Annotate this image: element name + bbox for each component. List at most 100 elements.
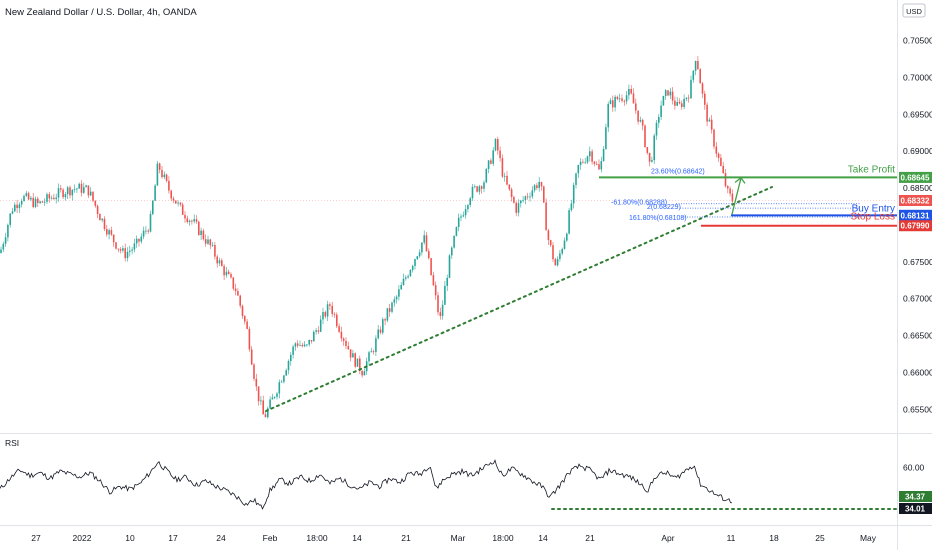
time-tick: Mar: [451, 533, 466, 543]
candle-body: [490, 160, 492, 164]
fib-label-minus-61-8: -61.80%(0.68288): [611, 200, 667, 207]
candle-body: [559, 253, 561, 259]
candle-body: [62, 189, 64, 198]
rsi-line: [0, 459, 733, 510]
candle-body: [184, 214, 186, 219]
candle-body: [39, 201, 41, 204]
candle-body: [651, 160, 653, 162]
candle-body: [635, 103, 637, 111]
candle-body: [273, 396, 276, 398]
candle-body: [418, 252, 421, 257]
candle-body: [112, 234, 115, 243]
candle-body: [285, 370, 287, 376]
stop-loss-label: Stop Loss: [851, 212, 895, 223]
candle-body: [699, 69, 701, 84]
candle-body: [211, 244, 214, 246]
candle-body: [37, 198, 39, 204]
candle-body: [492, 150, 494, 164]
candle-body: [310, 339, 313, 342]
candle-body: [50, 197, 53, 199]
candle-body: [129, 250, 131, 252]
candle-body: [57, 188, 60, 198]
candle-body: [683, 98, 685, 107]
candle-body: [89, 191, 92, 196]
candle-body: [644, 125, 646, 148]
candle-body: [690, 79, 692, 99]
candle-body: [720, 157, 722, 166]
candle-body: [384, 319, 386, 321]
candle-body: [257, 386, 260, 402]
candle-body: [510, 189, 513, 197]
candle-body: [239, 295, 241, 306]
price-tick: 0.66500: [903, 331, 932, 341]
candle-body: [540, 181, 543, 187]
projection-arrow[interactable]: [731, 176, 746, 215]
price-tick: 0.70000: [903, 72, 932, 82]
candle-body: [4, 237, 7, 244]
price-tick: 0.70500: [903, 36, 932, 46]
price-tick: 0.68500: [903, 183, 932, 193]
candle-body: [731, 193, 734, 202]
candle-body: [30, 197, 32, 200]
candle-body: [230, 274, 232, 278]
candle-body: [612, 100, 614, 108]
candle-body: [681, 103, 683, 107]
candle-body: [414, 259, 416, 267]
candle-body: [108, 230, 110, 235]
candle-body: [579, 161, 582, 165]
rsi-upper-badge-value: 34.37: [905, 493, 926, 502]
candle-body: [618, 98, 621, 100]
candle-body: [175, 200, 177, 204]
candle-body: [278, 382, 281, 394]
candle-body: [232, 277, 235, 289]
candle-body: [526, 196, 529, 198]
candle-body: [474, 186, 476, 188]
candle-body: [317, 330, 320, 332]
support-trendline[interactable]: [265, 186, 773, 412]
candle-body: [621, 98, 623, 101]
candle-body: [584, 162, 586, 164]
candle-body: [80, 183, 83, 193]
candle-body: [671, 91, 674, 101]
candle-body: [476, 186, 478, 192]
candle-body: [554, 259, 557, 266]
candle-body: [290, 354, 292, 362]
candle-body: [237, 291, 239, 296]
candle-body: [724, 173, 727, 187]
candle-body: [499, 150, 501, 159]
candle-body: [641, 119, 644, 126]
candle-body: [147, 230, 149, 232]
candle-body: [280, 381, 283, 383]
candle-body: [315, 330, 317, 332]
candle-body: [43, 201, 46, 203]
time-axis[interactable]: 27 2022 10 17 24 Feb 18:00 14 21 Mar 18:00 14 21 Apr 1…: [31, 533, 877, 543]
candle-body: [255, 378, 258, 387]
candle-body: [646, 147, 649, 153]
candle-body: [168, 180, 170, 191]
candle-body: [313, 331, 315, 342]
candle-body: [11, 211, 14, 214]
fib-label-2: 2(0.68229): [647, 204, 681, 211]
candle-body: [423, 235, 425, 243]
candle-body: [395, 296, 398, 300]
candle-body: [336, 314, 338, 327]
candle-body: [487, 160, 490, 169]
candle-body: [301, 344, 304, 347]
candle-body: [591, 151, 593, 162]
candle-body: [154, 185, 156, 201]
candle-body: [411, 266, 414, 270]
candle-body: [625, 95, 628, 102]
candle-body: [207, 239, 209, 244]
candle-body: [181, 204, 184, 215]
candle-body: [593, 161, 596, 164]
candle-body: [253, 364, 255, 379]
currency-tag[interactable]: USD: [902, 3, 926, 18]
candle-body: [662, 95, 665, 106]
candle-body: [582, 161, 584, 163]
candle-body: [370, 351, 373, 353]
candle-body: [372, 351, 375, 353]
candle-body: [676, 102, 678, 106]
candle-body: [727, 186, 729, 189]
candle-body: [276, 393, 278, 397]
